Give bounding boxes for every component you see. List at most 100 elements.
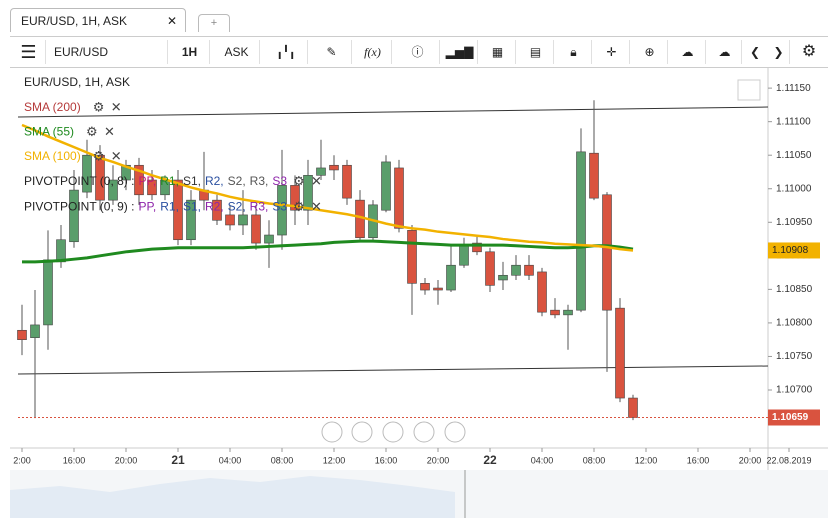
sma-tag-label: 1.10908 xyxy=(772,245,809,256)
candle-body xyxy=(420,283,430,291)
sma-line xyxy=(22,239,634,264)
pivot-label: PIVOTPOINT (0, 8) : xyxy=(24,174,134,188)
x-tick-label: 20:00 xyxy=(115,455,138,465)
volume-button[interactable]: ▂▅▇ xyxy=(442,40,478,64)
download-button[interactable]: ☁ xyxy=(708,40,742,64)
scroll-left[interactable] xyxy=(321,421,343,443)
pivot-item: S3 xyxy=(272,174,287,188)
pivot-item: R2, xyxy=(205,200,224,214)
x-tick-label: 04:00 xyxy=(531,455,554,465)
close-icon[interactable]: ✕ xyxy=(166,14,177,28)
candle-body xyxy=(329,164,339,171)
reset-zoom[interactable] xyxy=(382,421,404,443)
candle-body xyxy=(485,251,495,286)
y-tick-label: 1.10700 xyxy=(776,385,813,396)
x-tick-label: 22 xyxy=(483,453,497,467)
candle-body xyxy=(394,167,404,229)
y-tick-label: 1.11100 xyxy=(776,116,811,127)
settings-button[interactable]: ⚙ xyxy=(801,43,817,60)
symbol-select[interactable]: EUR/USD xyxy=(50,40,168,64)
legend-entry: SMA (200) xyxy=(24,100,81,114)
candle-body xyxy=(277,185,287,236)
price-tag xyxy=(768,409,820,426)
pivot-label: PIVOTPOINT (0, 9) : xyxy=(24,200,134,214)
pivot-item: S1, xyxy=(183,174,201,188)
candle-body xyxy=(433,287,443,291)
chart-tab[interactable]: EUR/USD, 1H, ASK ✕ xyxy=(10,8,186,32)
candle-body xyxy=(615,307,625,399)
zoom-in[interactable] xyxy=(413,421,435,443)
candle-body xyxy=(30,324,40,338)
candle-body xyxy=(498,274,508,281)
candle-body xyxy=(459,244,469,266)
menu-button[interactable]: ☰ xyxy=(12,40,46,64)
calendar-button[interactable]: ▦ xyxy=(480,40,516,64)
x-tick-label: 16:00 xyxy=(687,455,710,465)
new-tab[interactable]: + xyxy=(198,14,230,32)
chart-type-button[interactable]: ╻╹╻ xyxy=(264,40,308,64)
sma-tag xyxy=(768,242,820,259)
period-select[interactable]: 1H xyxy=(170,40,210,64)
toolbar: ☰ EUR/USD 1H ASK ╻╹╻ ✎ f(x) ⓘ ▂▅▇ ▦ ▤ 🔒︎… xyxy=(10,36,828,68)
info-button[interactable]: ⓘ xyxy=(396,40,440,64)
next-button[interactable]: ❯ xyxy=(768,40,790,64)
settings-icon: ⚙ xyxy=(93,148,105,163)
candle-body xyxy=(342,164,352,199)
prev-button[interactable]: ❮ xyxy=(749,45,761,59)
candle-body xyxy=(381,161,391,211)
settings-icon: ⚙ xyxy=(86,124,98,139)
candle-body xyxy=(212,199,222,221)
upload-button[interactable]: ☁ xyxy=(670,40,706,64)
lock-button[interactable]: 🔒︎ xyxy=(556,40,592,64)
tab-title: EUR/USD, 1H, ASK xyxy=(21,14,128,28)
y-tick-label: 1.10850 xyxy=(776,284,813,295)
candle-body xyxy=(524,264,534,276)
candle-body xyxy=(108,179,118,201)
candle-body xyxy=(602,194,612,311)
navigator-area xyxy=(10,476,455,518)
candle-body xyxy=(446,264,456,291)
candle-body xyxy=(186,199,196,241)
chart: 1.11150 1.11100 1.11050 1.11000 1.10950 1.109… xyxy=(10,68,828,518)
pivot-item: S3 xyxy=(272,200,287,214)
pivot-item: S2, xyxy=(228,200,246,214)
report-button[interactable]: ▤ xyxy=(518,40,554,64)
x-tick-label: 16:00 xyxy=(375,455,398,465)
candle-body xyxy=(290,185,300,211)
candle-body xyxy=(550,309,560,316)
x-tick-label: 16:00 xyxy=(63,455,86,465)
candle-body xyxy=(17,329,27,340)
x-tick-label: 08:00 xyxy=(583,455,606,465)
sma-line xyxy=(21,123,634,252)
trend-line xyxy=(17,106,769,118)
remove-icon: ✕ xyxy=(104,124,115,139)
remove-icon: ✕ xyxy=(111,99,122,114)
pivot-item: R3, xyxy=(250,200,269,214)
pivot-item: R3, xyxy=(250,174,269,188)
y-tick-label: 1.10750 xyxy=(776,351,813,362)
x-tick-label: 04:00 xyxy=(219,455,242,465)
x-tick-label: 08:00 xyxy=(271,455,294,465)
y-tick-label: 1.11150 xyxy=(776,83,811,94)
candle-body xyxy=(576,151,586,311)
zoom-out[interactable] xyxy=(351,421,373,443)
candle-body xyxy=(82,154,92,193)
candle-body xyxy=(121,164,131,181)
candle-body xyxy=(147,179,157,196)
popout-button[interactable] xyxy=(737,79,761,101)
scroll-right[interactable] xyxy=(444,421,466,443)
candle-body xyxy=(264,234,274,244)
candle-body xyxy=(43,259,53,326)
crosshair-button[interactable]: ✛ xyxy=(594,40,630,64)
draw-button[interactable]: ✎ xyxy=(312,40,352,64)
candle-body xyxy=(537,271,547,313)
settings-icon: ⚙ xyxy=(293,173,305,188)
pivot-item: R1, xyxy=(160,200,179,214)
candle-body xyxy=(69,189,79,243)
indicator-button[interactable]: f(x) xyxy=(354,40,392,64)
plot-background xyxy=(10,68,828,448)
zoom-button[interactable]: ⊕ xyxy=(632,40,668,64)
side-select[interactable]: ASK xyxy=(214,40,260,64)
candle-body xyxy=(407,230,417,284)
